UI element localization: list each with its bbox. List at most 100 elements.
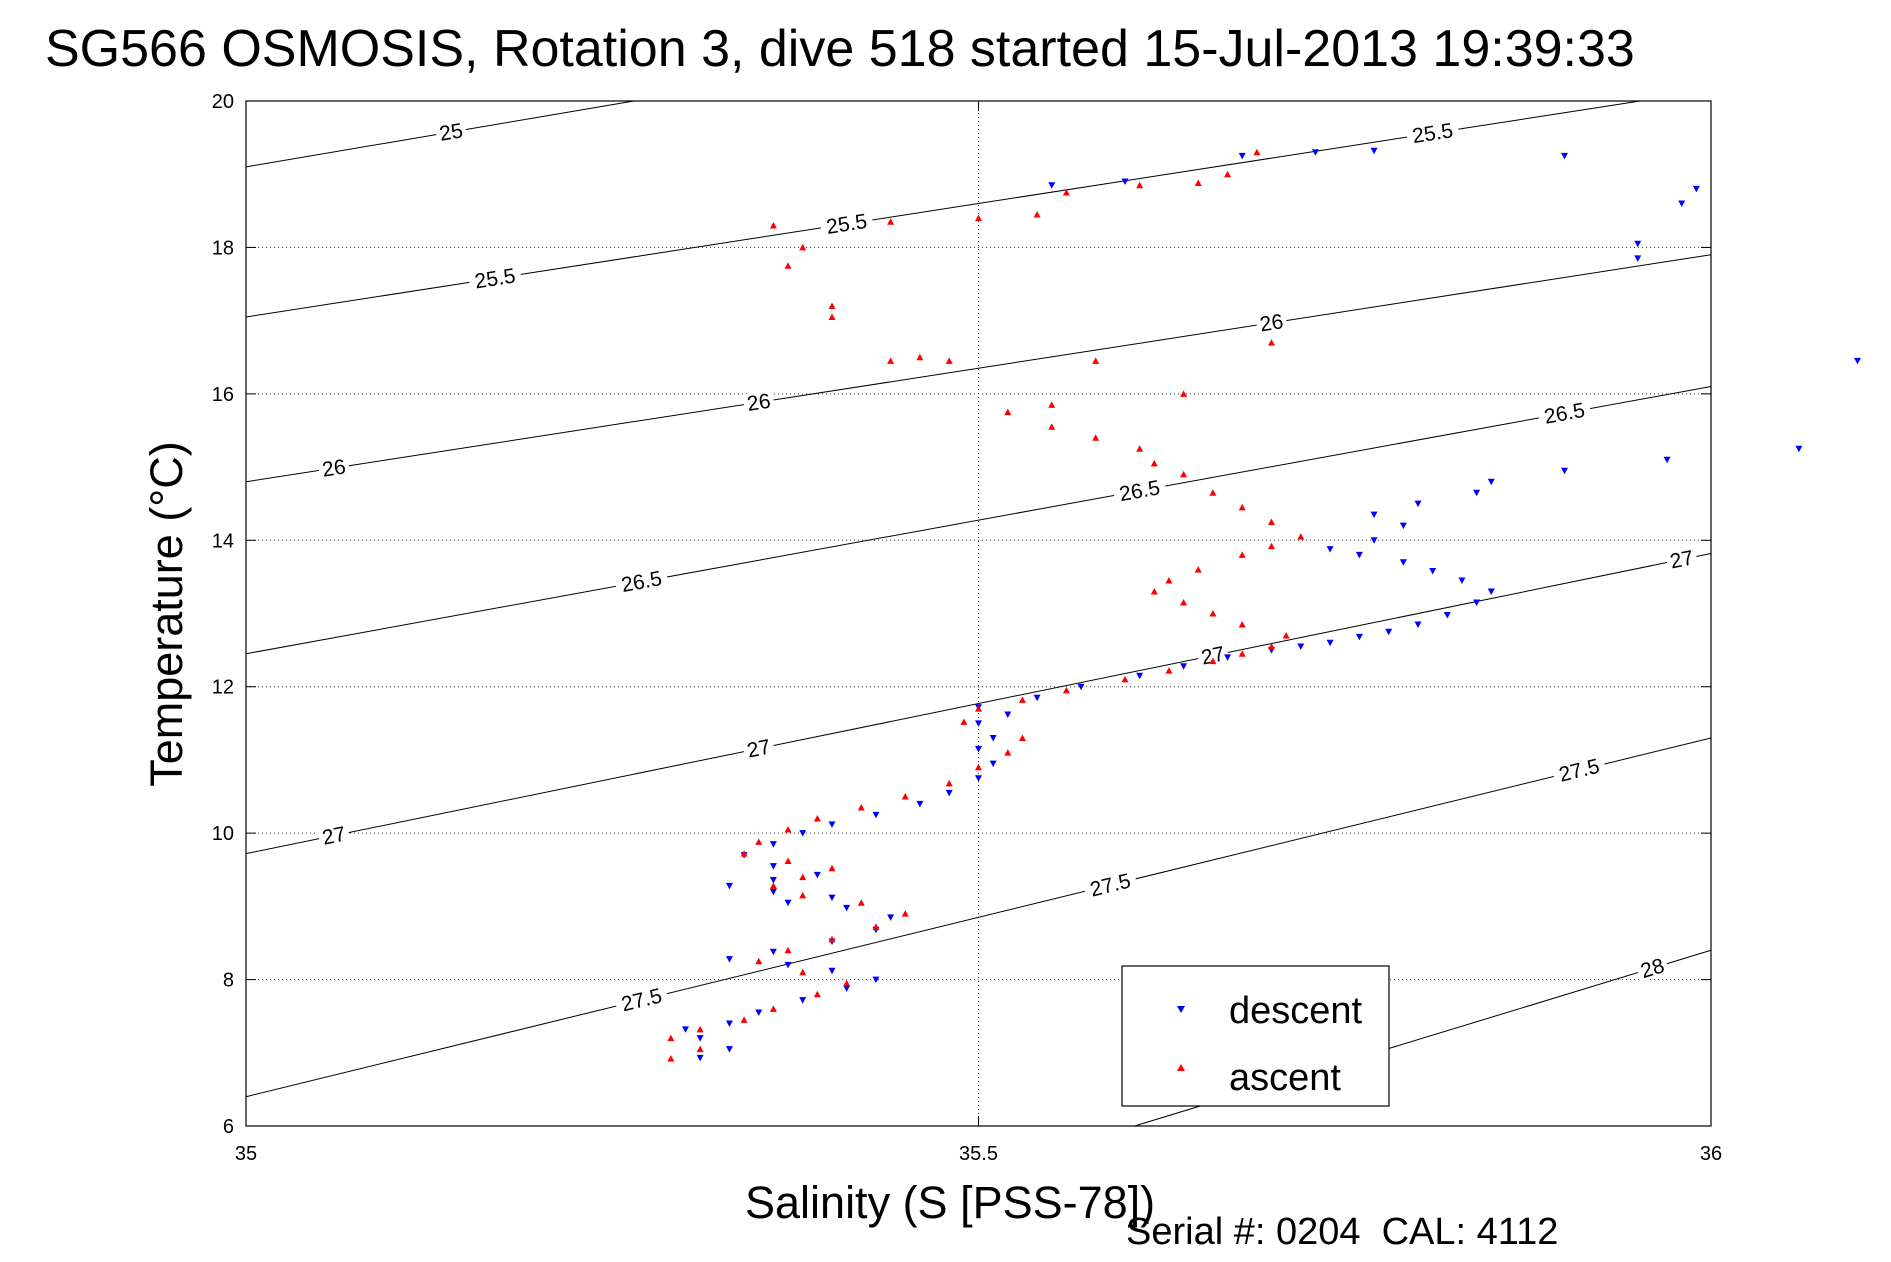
- y-axis-label: Temperature (°C): [141, 441, 192, 787]
- ascent-point: [1253, 148, 1261, 156]
- descent-point: [843, 904, 851, 912]
- isopycnal-label-bg: [1082, 869, 1138, 901]
- isopycnal-label-bg: [1635, 954, 1670, 983]
- descent-point: [1077, 683, 1085, 691]
- isopycnal-label-bg: [1112, 476, 1168, 506]
- ascent-point: [1150, 459, 1158, 467]
- y-tick-label: 12: [212, 677, 234, 699]
- descent-point: [828, 967, 836, 975]
- ascent-point: [901, 910, 909, 917]
- ascent-point: [784, 946, 792, 954]
- descent-point: [1326, 546, 1334, 553]
- isopycnal-label-text: 27: [745, 735, 773, 762]
- descent-point: [1370, 147, 1378, 155]
- isopycnal-label-bg: [1551, 754, 1607, 787]
- grid-lines: [246, 101, 1711, 1126]
- ascent-point: [975, 763, 982, 771]
- descent-point: [1487, 478, 1495, 486]
- descent-point: [1355, 551, 1363, 559]
- ascent-point: [1092, 357, 1100, 364]
- y-tick-label: 18: [212, 237, 234, 259]
- descent-point: [916, 800, 924, 808]
- descent-point: [975, 720, 982, 727]
- descent-point: [1180, 663, 1188, 670]
- ascent-point: [916, 353, 924, 361]
- descent-point: [769, 948, 777, 956]
- ascent-point: [1180, 470, 1188, 478]
- isopycnal-label-text: 26: [746, 390, 773, 416]
- y-tick-label: 6: [223, 1116, 234, 1138]
- x-tick-label: 35.5: [959, 1143, 998, 1165]
- ascent-point: [784, 825, 792, 833]
- y-tick-label: 8: [223, 970, 234, 992]
- isopycnal-label: 26: [742, 390, 776, 416]
- descent-point: [1414, 621, 1422, 628]
- y-axis-ticks: 6 8 10 12 14 16 18 20: [212, 91, 1711, 1138]
- descent-point: [769, 888, 777, 896]
- descent-point: [696, 1035, 704, 1042]
- descent-point: [872, 976, 880, 984]
- y-tick-label: 10: [212, 823, 234, 845]
- ascent-point: [1136, 181, 1144, 189]
- descent-point: [1854, 357, 1861, 365]
- ascent-point: [1062, 189, 1070, 196]
- descent-point: [1795, 445, 1803, 453]
- ascent-point: [1194, 179, 1202, 186]
- ascent-point: [857, 899, 865, 906]
- ascent-point: [1209, 657, 1217, 665]
- ascent-point: [960, 718, 968, 725]
- ascent-point: [828, 935, 836, 943]
- ascent-point: [1048, 401, 1056, 408]
- descent-point: [1429, 568, 1437, 575]
- ascent-point: [901, 793, 909, 800]
- descent-point: [1136, 672, 1144, 680]
- isopycnal-label-text: 26: [1258, 310, 1285, 336]
- isopycnal-label-text: 26: [321, 455, 348, 481]
- descent-point: [1663, 456, 1671, 464]
- ascent-point: [1238, 503, 1246, 511]
- descent-point: [1048, 182, 1056, 189]
- x-axis-ticks: 35 35.5 36: [235, 101, 1722, 1165]
- ascent-point: [755, 838, 763, 845]
- descent-point: [1561, 152, 1568, 160]
- ascent-point: [799, 873, 807, 881]
- ascent-point: [813, 815, 821, 822]
- ascent-point: [784, 857, 792, 864]
- descent-point: [1224, 654, 1232, 661]
- ascent-point: [828, 313, 836, 320]
- isopycnal-label-bg: [613, 983, 670, 1016]
- isopycnal-label: 27: [1196, 642, 1230, 670]
- isopycnal-label-text: 27: [320, 823, 348, 850]
- isopycnal-label-bg: [819, 210, 874, 238]
- isopycnal-label-text: 27: [1668, 546, 1696, 573]
- descent-point: [975, 775, 982, 782]
- isopycnal-label: 26: [317, 455, 351, 482]
- isopycnal-label-bg: [1664, 546, 1699, 573]
- isopycnal-line: [245, 552, 1712, 855]
- isopycnal-label-bg: [742, 735, 776, 762]
- descent-point: [799, 997, 807, 1004]
- ascent-point: [828, 302, 836, 309]
- ascent-point: [696, 1025, 704, 1033]
- descent-point: [1458, 577, 1466, 585]
- ascent-point: [1136, 445, 1144, 452]
- x-axis-label: Salinity (S [PSS-78]): [745, 1177, 1155, 1228]
- ascent-point: [975, 705, 982, 712]
- descent-point: [769, 877, 777, 884]
- isopycnal-label: 26: [1255, 310, 1288, 336]
- isopycnal-label-bg: [1537, 398, 1592, 428]
- descent-point: [1370, 511, 1378, 519]
- legend-ascent-label: ascent: [1229, 1057, 1341, 1099]
- ascent-point: [769, 882, 777, 889]
- ascent-point: [667, 1055, 675, 1062]
- ascent-point: [857, 804, 865, 811]
- ascent-point: [872, 923, 880, 930]
- ascent-point: [1209, 610, 1217, 617]
- descent-point: [1487, 588, 1495, 596]
- descent-point: [1473, 489, 1481, 497]
- ascent-point: [1092, 434, 1100, 441]
- ascent-point: [769, 1005, 777, 1012]
- isopycnal-label-bg: [317, 455, 351, 481]
- ascent-point: [1282, 631, 1290, 639]
- ascent-point: [799, 891, 807, 899]
